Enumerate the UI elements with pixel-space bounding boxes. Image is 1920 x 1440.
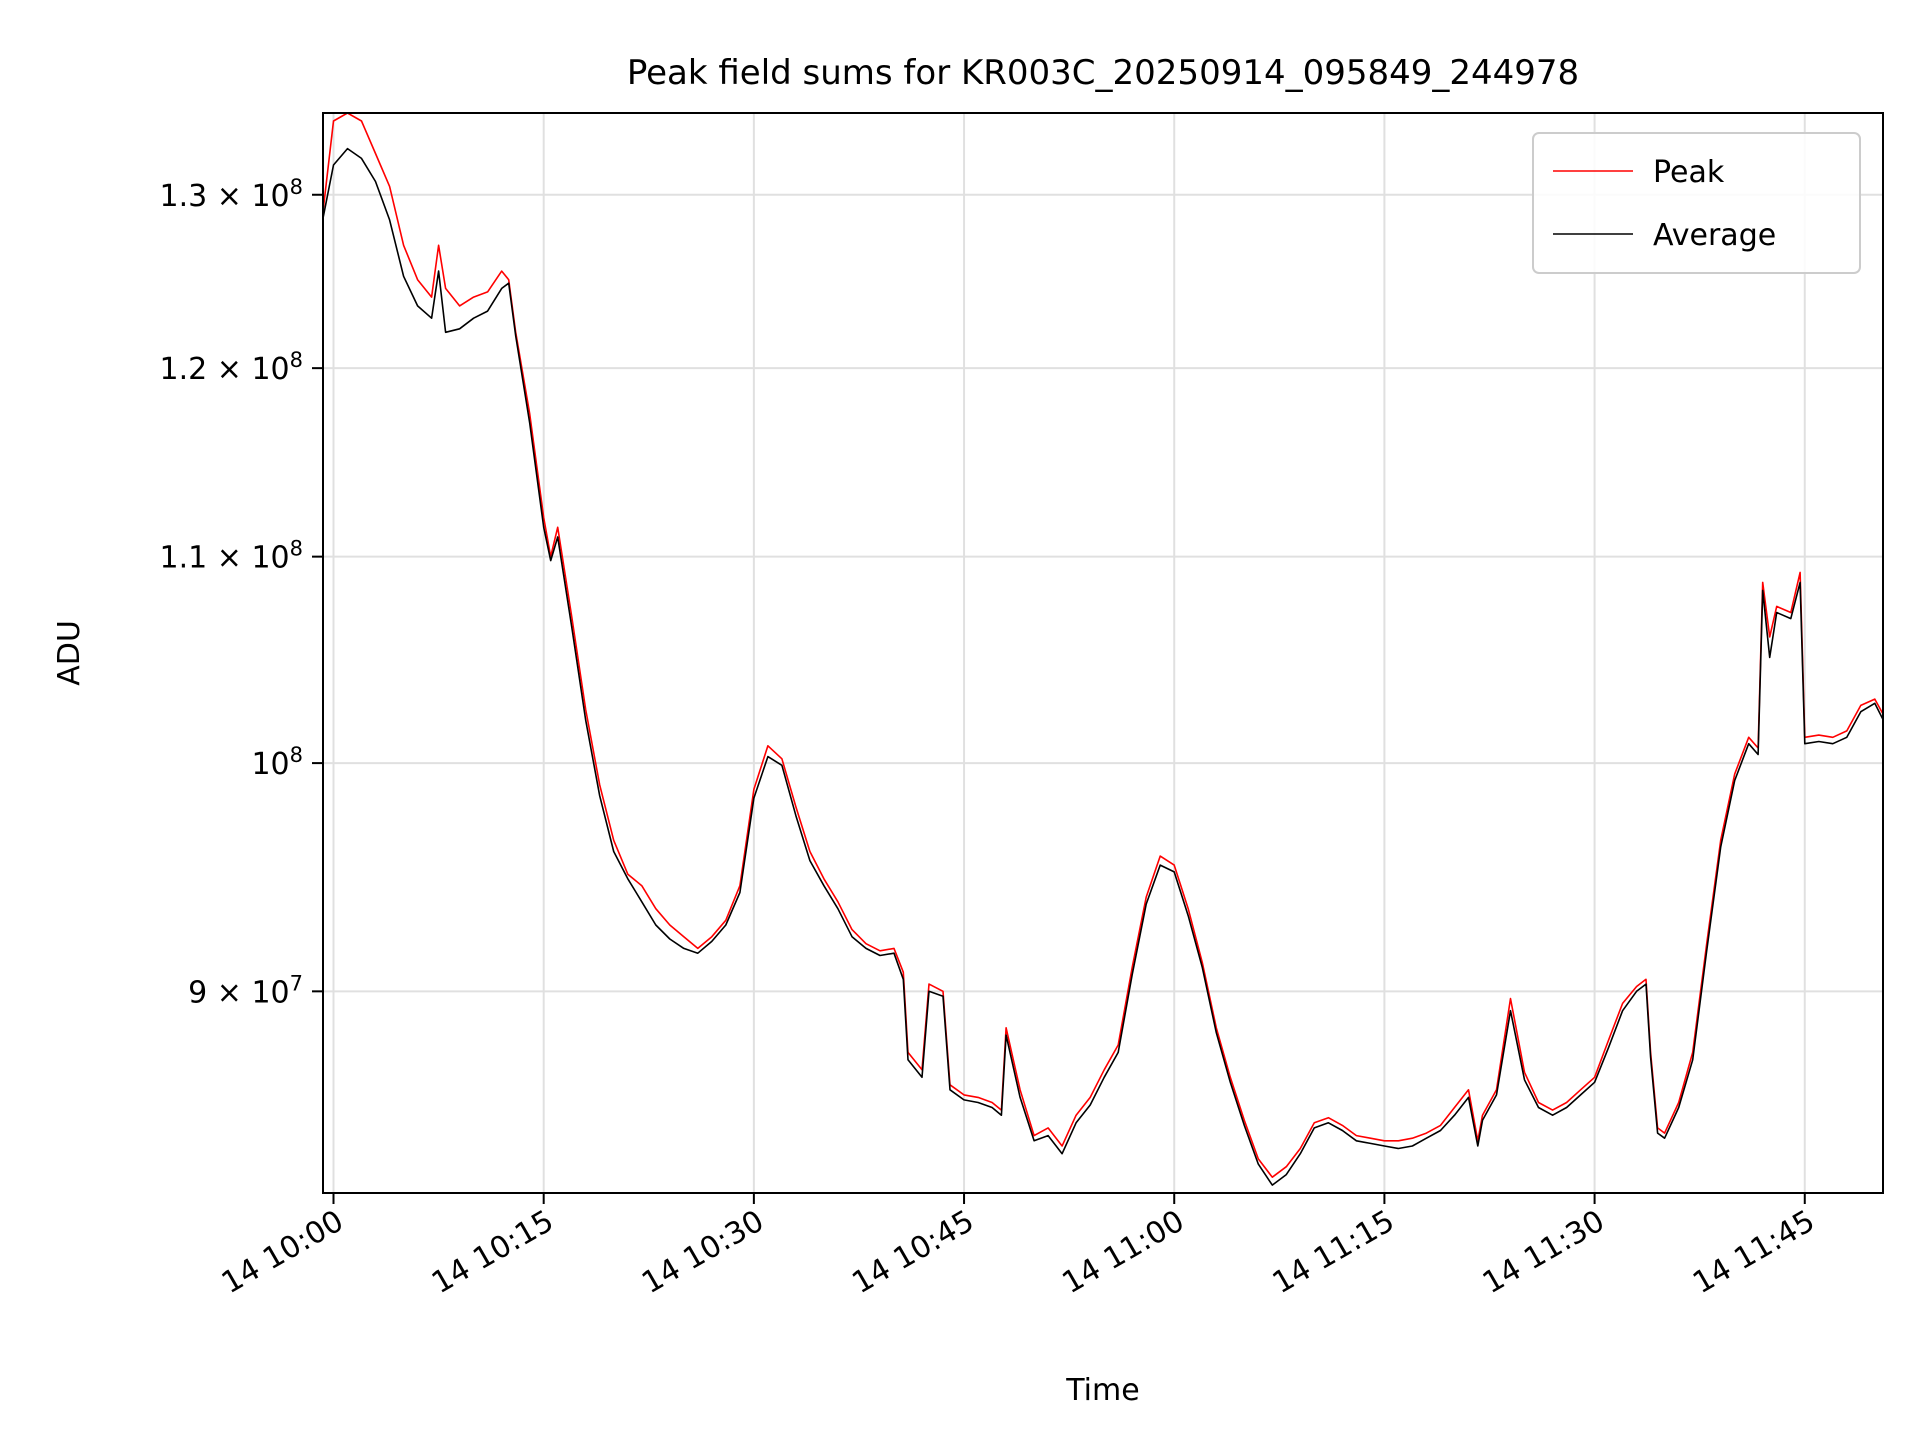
y-tick-base: 10 xyxy=(251,179,289,214)
grid xyxy=(323,113,1883,1193)
legend-label-average: Average xyxy=(1653,218,1776,253)
y-tick-mantissa: 1.2 xyxy=(160,352,208,387)
y-tick-base: 10 xyxy=(251,975,289,1010)
y-tick-label: 1.2 × 108 xyxy=(160,348,304,387)
series-line-peak xyxy=(323,113,1883,1178)
y-tick-base: 10 xyxy=(251,352,289,387)
y-tick-label: 1.3 × 108 xyxy=(160,175,304,214)
y-tick-exponent: 8 xyxy=(290,175,303,199)
y-tick-base: 10 xyxy=(251,747,289,782)
y-tick-mantissa: 1.3 xyxy=(160,179,208,214)
y-tick-times: × xyxy=(207,352,251,387)
y-tick-times: × xyxy=(207,541,251,576)
y-tick-exponent: 8 xyxy=(290,348,303,372)
series-line-average xyxy=(323,147,1883,1186)
y-tick-times: × xyxy=(207,975,251,1010)
y-tick-mantissa: 9 xyxy=(188,975,207,1010)
legend-box xyxy=(1532,132,1861,274)
y-tick-mantissa: 1.1 xyxy=(160,541,208,576)
plot-frame xyxy=(322,112,1884,1194)
y-axis-label: ADU xyxy=(52,620,87,686)
y-tick-label: 1.1 × 108 xyxy=(160,537,304,576)
x-axis-label: Time xyxy=(1065,1373,1139,1408)
y-tick-label: 108 xyxy=(251,743,303,782)
y-tick-times: × xyxy=(207,179,251,214)
y-tick-label: 9 × 107 xyxy=(188,971,303,1010)
chart-title: Peak field sums for KR003C_20250914_0958… xyxy=(627,53,1579,93)
legend: Peak Average xyxy=(1532,132,1861,274)
y-tick-exponent: 7 xyxy=(290,971,303,995)
y-tick-exponent: 8 xyxy=(290,743,303,767)
y-tick-exponent: 8 xyxy=(290,537,303,561)
legend-label-peak: Peak xyxy=(1653,155,1725,190)
y-tick-base: 10 xyxy=(251,541,289,576)
plot-lines xyxy=(323,113,1883,1186)
